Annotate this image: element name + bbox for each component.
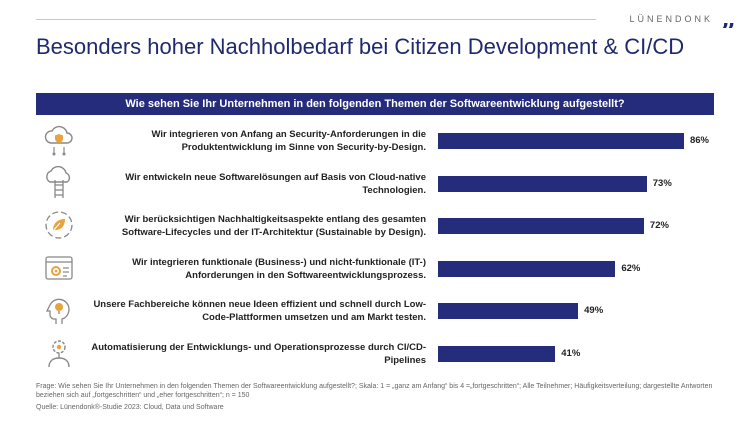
- chart-row: Wir berücksichtigen Nachhaltigkeitsaspek…: [36, 205, 736, 247]
- chart-row: Wir entwickeln neue Softwarelösungen auf…: [36, 163, 736, 205]
- footnote: Frage: Wie sehen Sie Ihr Unternehmen in …: [36, 383, 713, 399]
- brand-logo: LÜNENDONK „: [630, 10, 736, 28]
- chart-row: Automatisierung der Entwicklungs- und Op…: [36, 333, 736, 375]
- brand-quote-mark: „: [721, 10, 736, 28]
- security-cloud-icon: [42, 123, 76, 157]
- automation-gears-icon: [42, 336, 76, 370]
- bar-chart: Wir integrieren von Anfang an Security-A…: [36, 120, 736, 375]
- bar: [438, 218, 644, 234]
- chart-row: Wir integrieren funktionale (Business-) …: [36, 248, 736, 290]
- page-title: Besonders hoher Nachholbedarf bei Citize…: [36, 34, 685, 59]
- bar: [438, 345, 556, 362]
- question-banner: Wie sehen Sie Ihr Unternehmen in den fol…: [36, 93, 714, 115]
- chart-row: Unsere Fachbereiche können neue Ideen ef…: [36, 290, 736, 332]
- cloud-ladder-icon: [42, 165, 76, 200]
- bar: [438, 175, 647, 192]
- header-rule: [36, 19, 596, 20]
- category-label: Unsere Fachbereiche können neue Ideen ef…: [93, 299, 426, 323]
- browser-settings-icon: [42, 251, 76, 285]
- data-label: 86%: [689, 135, 709, 146]
- category-label: Wir entwickeln neue Softwarelösungen auf…: [125, 171, 426, 196]
- data-label: 62%: [621, 262, 641, 274]
- idea-head-icon: [42, 293, 76, 327]
- category-label: Wir integrieren von Anfang an Security-A…: [151, 129, 426, 153]
- data-label: 41%: [561, 347, 581, 359]
- category-label: Wir berücksichtigen Nachhaltigkeitsaspek…: [121, 214, 426, 238]
- bar: [438, 133, 684, 149]
- brand-name: LÜNENDONK: [629, 14, 714, 24]
- chart-row: Wir integrieren von Anfang an Security-A…: [36, 120, 736, 162]
- bar: [438, 260, 616, 277]
- data-label: 72%: [649, 220, 669, 231]
- sustainability-leaf-icon: [42, 208, 76, 242]
- data-label: 73%: [652, 177, 672, 189]
- bar: [438, 303, 579, 319]
- data-label: 49%: [584, 305, 604, 316]
- category-label: Wir integrieren funktionale (Business-) …: [132, 256, 426, 281]
- source-note: Quelle: Lünendonk®-Studie 2023: Cloud, D…: [36, 404, 224, 411]
- category-label: Automatisierung der Entwicklungs- und Op…: [91, 341, 426, 366]
